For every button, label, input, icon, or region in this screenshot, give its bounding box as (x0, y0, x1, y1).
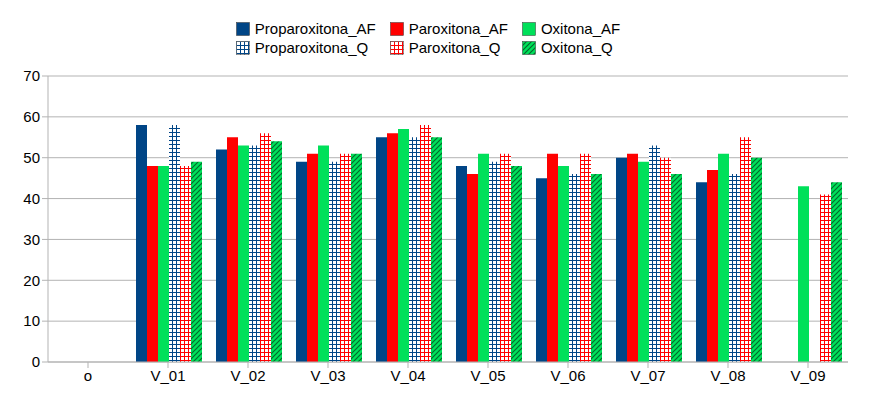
svg-text:20: 20 (23, 272, 40, 289)
svg-text:10: 10 (23, 312, 40, 329)
svg-text:o: o (84, 367, 92, 384)
svg-text:0: 0 (32, 353, 40, 370)
svg-text:V_01: V_01 (150, 367, 185, 384)
html-text:Oxitona_Q: Oxitona_Q (541, 39, 613, 56)
html-text:Paroxitona_AF: Paroxitona_AF (408, 20, 508, 37)
svg-text:V_07: V_07 (630, 367, 665, 384)
svg-text:70: 70 (23, 67, 40, 84)
html-text:Proparoxitona_Q: Proparoxitona_Q (254, 39, 369, 56)
svg-text:40: 40 (23, 190, 40, 207)
svg-text:60: 60 (23, 108, 40, 125)
svg-text:V_04: V_04 (390, 367, 425, 384)
svg-text:V_03: V_03 (310, 367, 345, 384)
html-text:Paroxitona_Q: Paroxitona_Q (408, 39, 501, 56)
svg-text:V_09: V_09 (790, 367, 825, 384)
svg-text:30: 30 (23, 231, 40, 248)
html-text:Proparoxitona_AF: Proparoxitona_AF (254, 20, 376, 37)
html-text:Oxitona_AF: Oxitona_AF (541, 20, 621, 37)
svg-text:V_06: V_06 (550, 367, 585, 384)
svg-text:50: 50 (23, 149, 40, 166)
svg-text:V_02: V_02 (230, 367, 265, 384)
svg-text:V_05: V_05 (470, 367, 505, 384)
svg-text:V_08: V_08 (710, 367, 745, 384)
